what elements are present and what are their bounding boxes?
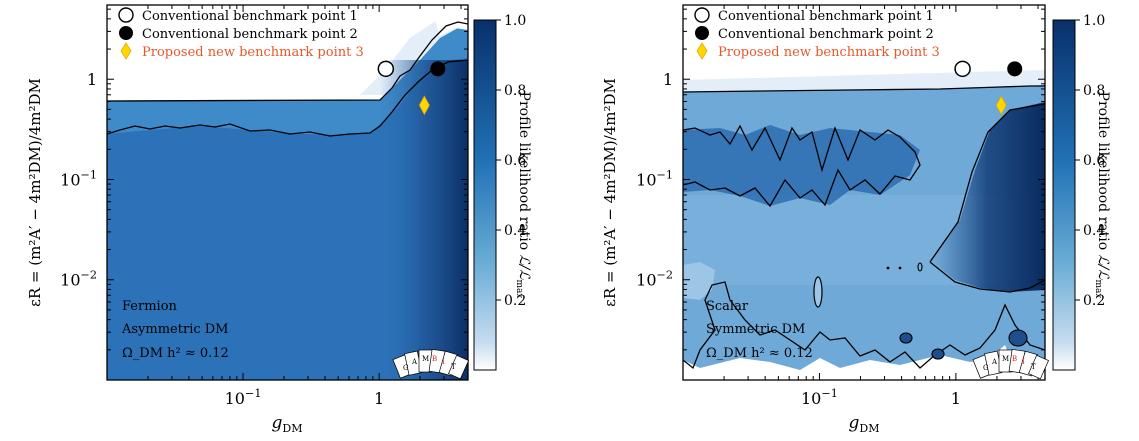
right-colorbar: 0.2 0.4 0.6 0.8 1.0 Profile likelihood ratio… xyxy=(1052,13,1111,371)
annotation-line-2: Symmetric DM xyxy=(706,322,805,337)
colorbar-tick-label: 1.0 xyxy=(1083,13,1105,29)
logo-letter-m: M xyxy=(1002,355,1009,363)
diamond-marker-icon xyxy=(120,42,132,60)
open-circle-marker-icon xyxy=(694,7,710,23)
x-tick-label: 10−1 xyxy=(801,387,838,408)
benchmark-point-3 xyxy=(418,95,430,116)
legend-entry-3: Proposed new benchmark point 3 xyxy=(142,45,364,60)
annotation-line-2: Asymmetric DM xyxy=(121,322,229,337)
logo-letter-i: I xyxy=(442,358,445,366)
left-legend: Conventional benchmark point 1 Conventio… xyxy=(118,7,364,60)
annotation-line-1: Scalar xyxy=(706,299,749,314)
right-colorbar-label: Profile likelihood ratio ℒ/ℒmax xyxy=(1093,92,1111,299)
y-tick-label: 10−2 xyxy=(60,269,97,290)
annotation-line-3: Ω_DM h² ≈ 0.12 xyxy=(706,346,813,361)
annotation-line-1: Fermion xyxy=(122,299,178,314)
logo-letter-a: A xyxy=(991,358,998,366)
legend-entry-1: Conventional benchmark point 1 xyxy=(718,9,934,24)
benchmark-point-2 xyxy=(1007,61,1023,77)
x-axis-label: gDM xyxy=(849,413,880,435)
logo-letter-g: G xyxy=(983,364,989,372)
right-axes: 10−1 1 10−2 10−1 1 gDM εR = (m²A′ − 4m²DM)/4m²… xyxy=(601,5,1045,435)
y-axis-label: εR = (m²A′ − 4m²DM)/4m²DM xyxy=(601,78,619,307)
logo-letter-a: A xyxy=(411,358,418,366)
colorbar-tick-label: 0.4 xyxy=(504,223,526,239)
logo-letter-t: T xyxy=(451,363,456,371)
gambit-logo: G A M B I T xyxy=(972,348,1049,380)
right-legend: Conventional benchmark point 1 Conventio… xyxy=(694,7,940,60)
logo-letter-g: G xyxy=(403,364,409,372)
left-axes: 10−1 1 10−2 10−1 1 gDM εR = (m²A′ − 4m²DM)/4m²… xyxy=(26,5,468,435)
right-plot: 10−1 1 10−2 10−1 1 gDM εR = (m²A′ − 4m²DM)/4m²… xyxy=(601,4,1049,435)
left-annotation: Fermion Asymmetric DM Ω_DM h² ≈ 0.12 xyxy=(121,299,229,361)
colorbar-tick-label: 0.6 xyxy=(1083,153,1105,169)
annotation-line-3: Ω_DM h² ≈ 0.12 xyxy=(122,346,229,361)
logo-letter-b: B xyxy=(1012,355,1017,363)
colorbar-tick-label: 0.2 xyxy=(504,293,526,309)
filled-circle-marker-icon xyxy=(695,26,709,40)
legend-entry-1: Conventional benchmark point 1 xyxy=(142,9,358,24)
legend-entry-2: Conventional benchmark point 2 xyxy=(142,27,358,42)
colorbar-tick-label: 0.6 xyxy=(504,153,526,169)
legend-entry-2: Conventional benchmark point 2 xyxy=(718,27,934,42)
benchmark-point-1 xyxy=(954,60,971,78)
right-heatmap xyxy=(683,5,1045,380)
y-tick-label: 10−2 xyxy=(636,269,673,290)
left-colorbar: 0.2 0.4 0.6 0.8 1.0 Profile likelihood ratio… xyxy=(473,13,532,371)
benchmark-point-2 xyxy=(430,61,446,77)
right-annotation: Scalar Symmetric DM Ω_DM h² ≈ 0.12 xyxy=(706,299,813,361)
logo-letter-b: B xyxy=(432,355,437,363)
benchmark-point-3 xyxy=(995,95,1007,116)
y-tick-label: 1 xyxy=(87,70,97,89)
colorbar-tick-label: 0.2 xyxy=(1083,293,1105,309)
x-tick-label: 1 xyxy=(374,389,384,408)
left-heatmap xyxy=(107,5,468,380)
x-axis-label: gDM xyxy=(272,413,303,435)
left-colorbar-label: Profile likelihood ratio ℒ/ℒmax xyxy=(514,92,532,299)
open-circle-marker-icon xyxy=(118,7,134,23)
logo-letter-i: I xyxy=(1022,358,1025,366)
y-tick-label: 1 xyxy=(663,70,673,89)
colorbar-tick-label: 0.8 xyxy=(1083,83,1105,99)
left-plot: 10−1 1 10−2 10−1 1 gDM εR = (m²A′ − 4m²DM)/4m²… xyxy=(26,4,469,435)
y-tick-label: 10−1 xyxy=(60,168,97,189)
x-tick-label: 1 xyxy=(951,389,961,408)
colorbar-tick-label: 0.8 xyxy=(504,83,526,99)
colorbar-tick-label: 0.4 xyxy=(1083,223,1105,239)
logo-letter-t: T xyxy=(1031,363,1036,371)
left-axes-frame xyxy=(106,4,469,381)
gambit-logo: G A M B I T xyxy=(392,348,469,380)
benchmark-point-1 xyxy=(377,60,395,78)
x-tick-label: 10−1 xyxy=(225,387,262,408)
y-tick-label: 10−1 xyxy=(636,168,673,189)
filled-circle-marker-icon xyxy=(119,26,133,40)
y-axis-label: εR = (m²A′ − 4m²DM)/4m²DM xyxy=(26,78,44,307)
diamond-marker-icon xyxy=(696,42,708,60)
right-axes-frame xyxy=(682,4,1046,381)
logo-letter-m: M xyxy=(422,355,429,363)
colorbar-tick-label: 1.0 xyxy=(504,13,526,29)
legend-entry-3: Proposed new benchmark point 3 xyxy=(718,45,940,60)
